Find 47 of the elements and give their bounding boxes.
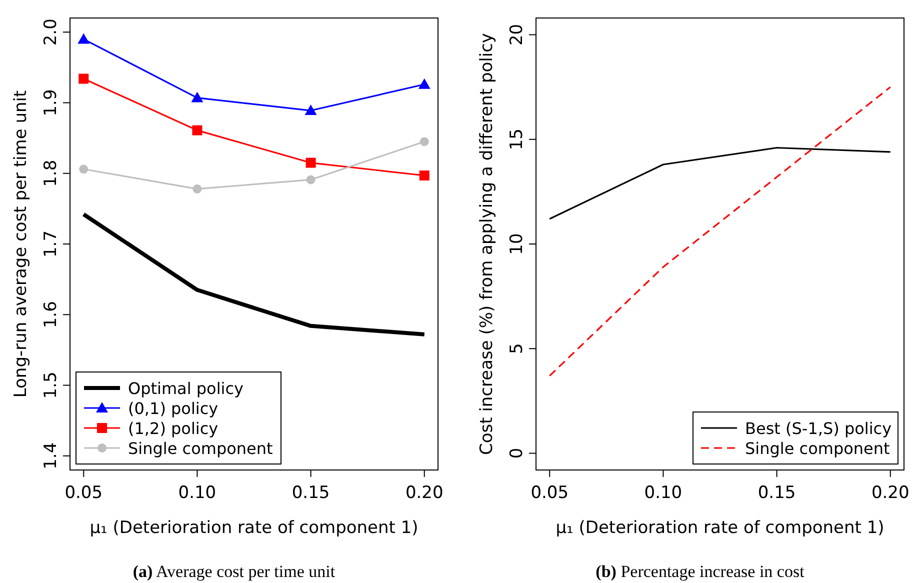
point (306, 158, 316, 168)
line-series (548, 146, 892, 220)
x-axis-title: μ₁ (Deterioration rate of component 1) (90, 518, 418, 538)
y-tick-label: 2.0 (41, 18, 61, 46)
legend-label: (0,1) policy (128, 399, 218, 418)
y-tick-label: 1.4 (41, 442, 61, 470)
y-axis-title: Long-run average cost per time unit (11, 90, 31, 398)
point (79, 164, 88, 174)
legend-label: Best (S-1,S) policy (745, 419, 892, 438)
legend-label: Optimal policy (128, 379, 244, 398)
point (419, 170, 430, 180)
x-tick-label: 0.15 (758, 483, 796, 503)
y-tick-label: 1.5 (41, 372, 61, 399)
x-tick-label: 0.05 (530, 483, 569, 503)
y-tick-label: 5 (507, 343, 527, 354)
x-axis-title: μ₁ (Deterioration rate of component 1) (556, 518, 884, 538)
y-tick-label: 1.9 (41, 89, 61, 116)
legend-label: (1,2) policy (128, 419, 218, 438)
text: (a) Average cost per time unit (132, 562, 336, 581)
x-tick-label: 0.15 (292, 483, 330, 503)
y-tick-label: 1.8 (41, 160, 61, 187)
x-tick-label: 0.10 (644, 483, 682, 503)
point (192, 125, 202, 136)
point (78, 33, 90, 44)
x-tick-label: 0.20 (871, 483, 910, 503)
point (306, 175, 316, 184)
point (191, 92, 204, 102)
y-axis-title: Cost increase (%) from applying a different policy (477, 33, 497, 455)
y-tick-label: 1.6 (41, 301, 61, 328)
legend-label: Single component (745, 439, 890, 458)
y-tick-label: 1.7 (41, 230, 61, 258)
point (420, 137, 429, 146)
point (192, 184, 202, 194)
point (418, 78, 430, 89)
x-tick-label: 0.20 (405, 483, 444, 503)
x-tick-label: 0.10 (178, 483, 216, 503)
x-tick-label: 0.05 (64, 483, 103, 503)
line-series (548, 86, 892, 377)
text: (b) Percentage increase in cost (596, 562, 805, 581)
point (78, 74, 89, 84)
y-tick-label: 20 (507, 24, 527, 46)
point (304, 104, 317, 116)
y-tick-label: 0 (507, 448, 527, 459)
legend-label: Single component (128, 439, 273, 458)
y-tick-label: 15 (507, 128, 527, 150)
line-series (82, 212, 426, 336)
y-tick-label: 10 (507, 233, 527, 255)
